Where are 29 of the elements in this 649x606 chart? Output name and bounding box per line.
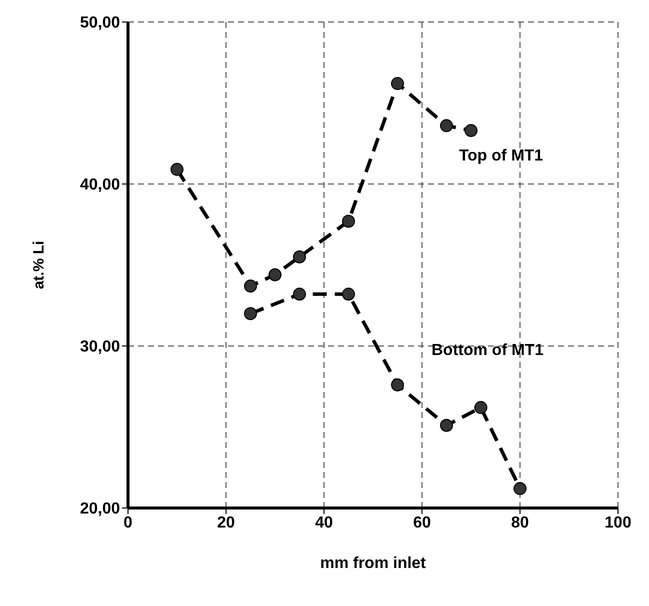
point (464, 124, 478, 138)
point (293, 288, 306, 301)
text: Bottom of MT1 (432, 342, 544, 359)
point (244, 280, 257, 293)
point (391, 77, 404, 90)
y-tick-label: 30,00 (80, 338, 120, 356)
y-tick-label: 50,00 (80, 14, 120, 32)
point (440, 418, 453, 432)
point (474, 401, 488, 414)
series-label: Top of MT1 (458, 148, 544, 165)
x-tick-label: 100 (604, 514, 632, 532)
point (342, 288, 355, 301)
x-axis-title: mm from inlet (320, 555, 427, 572)
x-tick-label: 80 (511, 514, 529, 532)
point (268, 268, 282, 282)
point (514, 482, 526, 496)
x-tick-label: 40 (315, 514, 333, 532)
point (342, 214, 355, 228)
x-tick-label: 60 (413, 514, 431, 532)
point (440, 119, 453, 132)
y-tick-label: 40,00 (80, 176, 120, 194)
x-tick-label: 20 (217, 514, 235, 532)
y-tick-label: 20,00 (80, 500, 120, 518)
y-axis-title: at.% Li (30, 240, 48, 290)
point (244, 307, 257, 320)
point (391, 378, 404, 392)
x-tick-label: 0 (124, 514, 133, 532)
point (170, 162, 184, 176)
point (293, 250, 306, 264)
